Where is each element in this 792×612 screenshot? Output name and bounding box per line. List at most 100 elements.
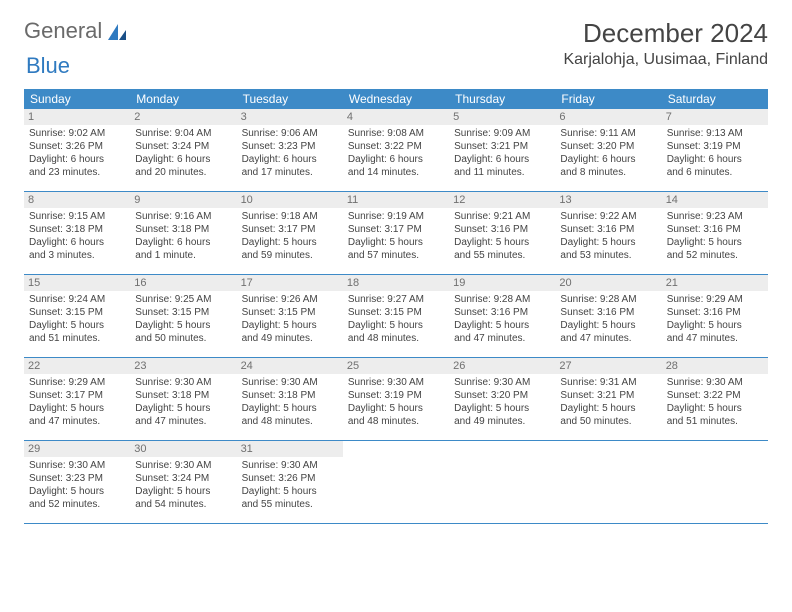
dl2-text: and 47 minutes.	[454, 332, 550, 345]
sunset-text: Sunset: 3:18 PM	[135, 389, 231, 402]
weekday-label: Thursday	[449, 89, 555, 109]
dl2-text: and 20 minutes.	[135, 166, 231, 179]
day-number: 11	[343, 192, 449, 208]
dl1-text: Daylight: 5 hours	[454, 319, 550, 332]
sunset-text: Sunset: 3:16 PM	[560, 223, 656, 236]
sunrise-text: Sunrise: 9:30 AM	[667, 376, 763, 389]
sunset-text: Sunset: 3:15 PM	[135, 306, 231, 319]
dl2-text: and 50 minutes.	[135, 332, 231, 345]
sunrise-text: Sunrise: 9:30 AM	[135, 376, 231, 389]
day-number: 27	[555, 358, 661, 374]
day-number: 25	[343, 358, 449, 374]
dl1-text: Daylight: 5 hours	[560, 402, 656, 415]
day-cell: 28Sunrise: 9:30 AMSunset: 3:22 PMDayligh…	[662, 358, 768, 440]
weekday-label: Sunday	[24, 89, 130, 109]
day-number: 30	[130, 441, 236, 457]
dl2-text: and 53 minutes.	[560, 249, 656, 262]
sunset-text: Sunset: 3:18 PM	[242, 389, 338, 402]
location: Karjalohja, Uusimaa, Finland	[563, 51, 768, 69]
weekday-label: Friday	[555, 89, 661, 109]
day-number: 14	[662, 192, 768, 208]
day-cell: 26Sunrise: 9:30 AMSunset: 3:20 PMDayligh…	[449, 358, 555, 440]
dl1-text: Daylight: 6 hours	[135, 153, 231, 166]
day-cell: 6Sunrise: 9:11 AMSunset: 3:20 PMDaylight…	[555, 109, 661, 191]
sunrise-text: Sunrise: 9:22 AM	[560, 210, 656, 223]
dl1-text: Daylight: 5 hours	[667, 236, 763, 249]
sunrise-text: Sunrise: 9:23 AM	[667, 210, 763, 223]
sunrise-text: Sunrise: 9:16 AM	[135, 210, 231, 223]
day-number: 4	[343, 109, 449, 125]
sunset-text: Sunset: 3:20 PM	[454, 389, 550, 402]
dl1-text: Daylight: 6 hours	[242, 153, 338, 166]
sunset-text: Sunset: 3:23 PM	[242, 140, 338, 153]
dl2-text: and 48 minutes.	[348, 332, 444, 345]
day-cell: 13Sunrise: 9:22 AMSunset: 3:16 PMDayligh…	[555, 192, 661, 274]
sunset-text: Sunset: 3:16 PM	[454, 223, 550, 236]
day-cell: 2 Sunrise: 9:04 AMSunset: 3:24 PMDaylight…	[130, 109, 236, 191]
day-cell: 17Sunrise: 9:26 AMSunset: 3:15 PMDayligh…	[237, 275, 343, 357]
sunrise-text: Sunrise: 9:04 AM	[135, 127, 231, 140]
dl1-text: Daylight: 5 hours	[242, 236, 338, 249]
weekday-label: Monday	[130, 89, 236, 109]
day-number: 5	[449, 109, 555, 125]
sunrise-text: Sunrise: 9:15 AM	[29, 210, 125, 223]
dl1-text: Daylight: 6 hours	[348, 153, 444, 166]
dl2-text: and 49 minutes.	[242, 332, 338, 345]
day-cell: 21Sunrise: 9:29 AMSunset: 3:16 PMDayligh…	[662, 275, 768, 357]
day-cell	[662, 441, 768, 523]
weeks-container: 1Sunrise: 9:02 AMSunset: 3:26 PMDaylight…	[24, 109, 768, 524]
sunset-text: Sunset: 3:26 PM	[29, 140, 125, 153]
day-cell: 15Sunrise: 9:24 AMSunset: 3:15 PMDayligh…	[24, 275, 130, 357]
week-row: 8Sunrise: 9:15 AMSunset: 3:18 PMDaylight…	[24, 192, 768, 275]
dl1-text: Daylight: 5 hours	[135, 485, 231, 498]
sunset-text: Sunset: 3:16 PM	[560, 306, 656, 319]
day-cell: 5Sunrise: 9:09 AMSunset: 3:21 PMDaylight…	[449, 109, 555, 191]
dl1-text: Daylight: 5 hours	[348, 319, 444, 332]
day-cell: 18Sunrise: 9:27 AMSunset: 3:15 PMDayligh…	[343, 275, 449, 357]
sunset-text: Sunset: 3:22 PM	[348, 140, 444, 153]
dl2-text: and 47 minutes.	[667, 332, 763, 345]
day-cell: 11Sunrise: 9:19 AMSunset: 3:17 PMDayligh…	[343, 192, 449, 274]
day-number: 19	[449, 275, 555, 291]
dl2-text: and 23 minutes.	[29, 166, 125, 179]
sunset-text: Sunset: 3:24 PM	[135, 140, 231, 153]
sunrise-text: Sunrise: 9:08 AM	[348, 127, 444, 140]
dl1-text: Daylight: 6 hours	[667, 153, 763, 166]
day-cell: 10Sunrise: 9:18 AMSunset: 3:17 PMDayligh…	[237, 192, 343, 274]
dl1-text: Daylight: 5 hours	[348, 236, 444, 249]
title-block: December 2024 Karjalohja, Uusimaa, Finla…	[563, 18, 768, 69]
dl1-text: Daylight: 5 hours	[560, 319, 656, 332]
day-cell: 30Sunrise: 9:30 AMSunset: 3:24 PMDayligh…	[130, 441, 236, 523]
sunrise-text: Sunrise: 9:29 AM	[29, 376, 125, 389]
day-cell: 14 Sunrise: 9:23 AMSunset: 3:16 PMDayligh…	[662, 192, 768, 274]
dl2-text: and 57 minutes.	[348, 249, 444, 262]
dl2-text: and 47 minutes.	[560, 332, 656, 345]
dl2-text: and 3 minutes.	[29, 249, 125, 262]
dl2-text: and 52 minutes.	[667, 249, 763, 262]
sunset-text: Sunset: 3:16 PM	[667, 223, 763, 236]
weekday-header: SundayMondayTuesdayWednesdayThursdayFrid…	[24, 89, 768, 109]
day-number: 6	[555, 109, 661, 125]
sunrise-text: Sunrise: 9:09 AM	[454, 127, 550, 140]
dl2-text: and 14 minutes.	[348, 166, 444, 179]
day-number: 2	[130, 109, 236, 125]
sunset-text: Sunset: 3:17 PM	[29, 389, 125, 402]
dl1-text: Daylight: 5 hours	[667, 319, 763, 332]
dl2-text: and 47 minutes.	[29, 415, 125, 428]
sunrise-text: Sunrise: 9:13 AM	[667, 127, 763, 140]
dl2-text: and 48 minutes.	[348, 415, 444, 428]
day-number: 31	[237, 441, 343, 457]
sunrise-text: Sunrise: 9:28 AM	[560, 293, 656, 306]
sunrise-text: Sunrise: 9:19 AM	[348, 210, 444, 223]
day-cell: 12Sunrise: 9:21 AMSunset: 3:16 PMDayligh…	[449, 192, 555, 274]
sunset-text: Sunset: 3:19 PM	[667, 140, 763, 153]
sunset-text: Sunset: 3:21 PM	[560, 389, 656, 402]
day-cell: 29Sunrise: 9:30 AMSunset: 3:23 PMDayligh…	[24, 441, 130, 523]
sunrise-text: Sunrise: 9:31 AM	[560, 376, 656, 389]
day-number: 9	[130, 192, 236, 208]
day-number: 17	[237, 275, 343, 291]
sunrise-text: Sunrise: 9:26 AM	[242, 293, 338, 306]
dl2-text: and 8 minutes.	[560, 166, 656, 179]
dl1-text: Daylight: 6 hours	[29, 236, 125, 249]
day-number: 7	[662, 109, 768, 125]
